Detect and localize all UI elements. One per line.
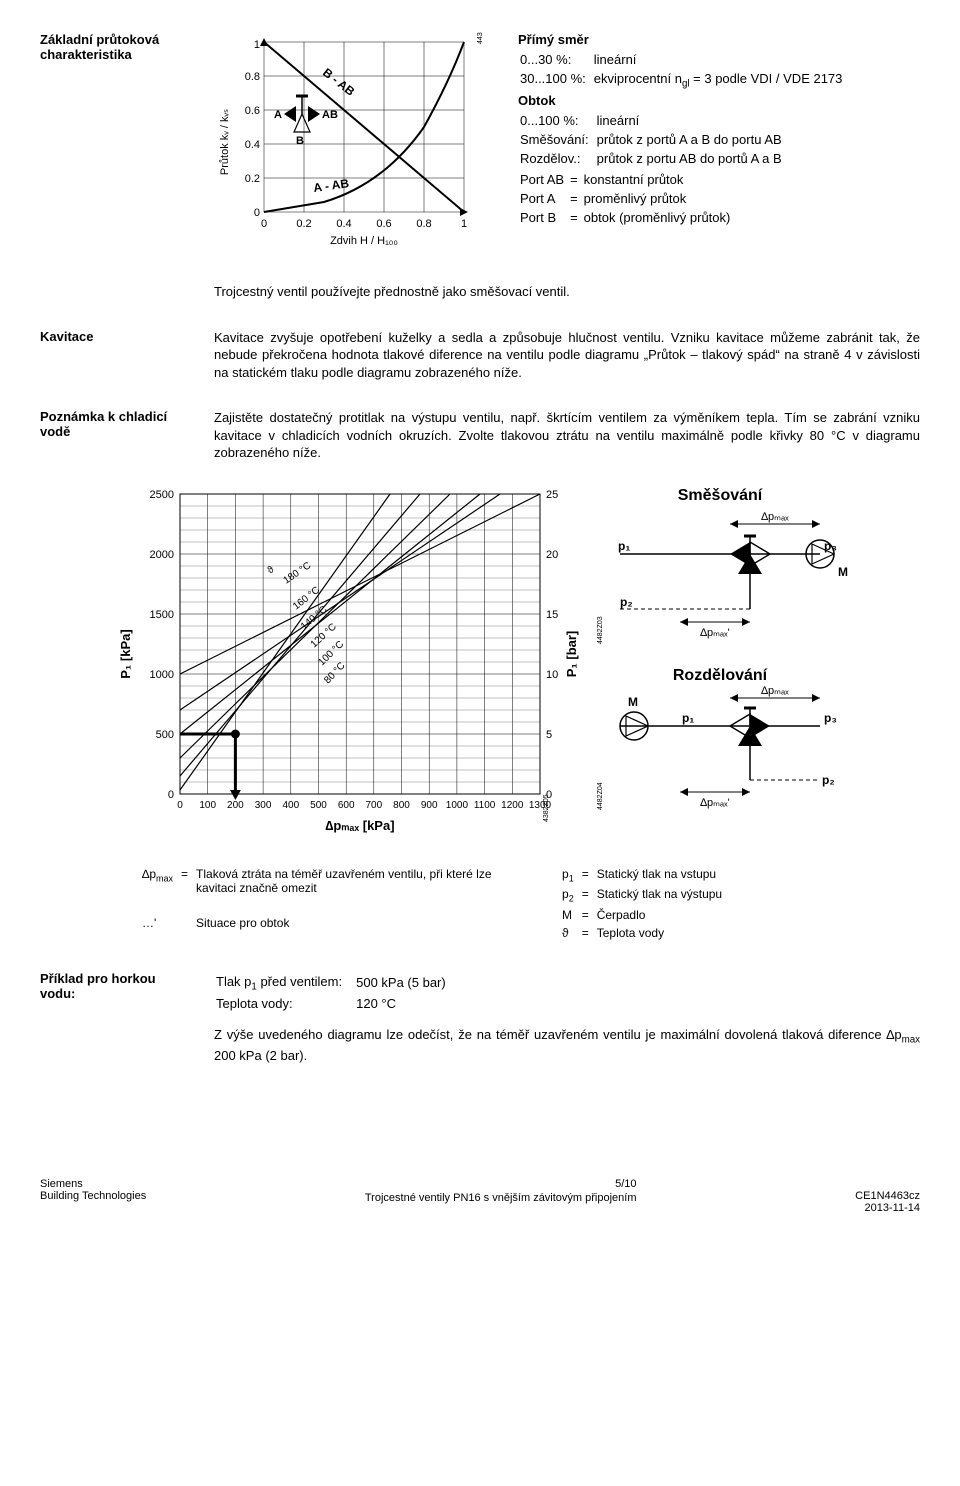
obtok-title: Obtok xyxy=(518,93,920,108)
poznamka-title: Poznámka k chladicí vodě xyxy=(40,409,190,462)
div-title: Rozdělování xyxy=(673,667,768,684)
svg-text:∆pₘₐₓ': ∆pₘₐₓ' xyxy=(700,627,730,639)
svg-text:4382Z05: 4382Z05 xyxy=(543,794,550,822)
svg-text:p₁: p₁ xyxy=(682,711,694,725)
svg-text:4482Z04: 4482Z04 xyxy=(597,782,604,810)
svg-text:0.6: 0.6 xyxy=(376,218,391,230)
mixing-schematic: ∆pₘₐₓ p₁ p₃ M p₂ ∆pₘ xyxy=(597,511,848,644)
svg-text:200: 200 xyxy=(227,800,244,811)
svg-text:∆pₘₐₓ [kPa]: ∆pₘₐₓ [kPa] xyxy=(325,818,394,833)
section-title-basic: Základní průtoková charakteristika xyxy=(40,32,190,265)
troj-note: Trojcestný ventil používejte přednostně … xyxy=(214,283,920,301)
svg-text:1: 1 xyxy=(254,39,260,51)
kavitace-section: Kavitace Kavitace zvyšuje opotřebení kuž… xyxy=(40,329,920,382)
primy-title: Přímý směr xyxy=(518,32,920,47)
svg-text:AB: AB xyxy=(322,109,338,121)
svg-text:500: 500 xyxy=(156,729,174,741)
example-para: Z výše uvedeného diagramu lze odečíst, ž… xyxy=(214,1026,920,1064)
svg-text:0.4: 0.4 xyxy=(336,218,351,230)
svg-text:100: 100 xyxy=(199,800,216,811)
svg-text:400: 400 xyxy=(282,800,299,811)
kavitace-title: Kavitace xyxy=(40,329,190,382)
svg-text:0.8: 0.8 xyxy=(416,218,431,230)
svg-text:1500: 1500 xyxy=(150,609,174,621)
svg-text:4482Z03: 4482Z03 xyxy=(597,616,604,644)
svg-text:M: M xyxy=(838,565,848,579)
svg-text:1000: 1000 xyxy=(150,669,174,681)
poznamka-section: Poznámka k chladicí vodě Zajistěte dosta… xyxy=(40,409,920,462)
svg-text:p₂: p₂ xyxy=(822,773,835,787)
svg-text:P₁ [kPa]: P₁ [kPa] xyxy=(118,629,133,678)
svg-text:1: 1 xyxy=(461,218,467,230)
legend: ∆pmax=Tlaková ztráta na téměř uzavřeném … xyxy=(140,864,920,943)
svg-text:2500: 2500 xyxy=(150,489,174,501)
svg-text:5: 5 xyxy=(546,729,552,741)
svg-text:300: 300 xyxy=(255,800,272,811)
svg-text:∆pₘₐₓ': ∆pₘₐₓ' xyxy=(700,797,730,809)
flow-characteristic-chart: 4430D02 Průtok kᵥ / kᵥₛ 0 0.2 0.4 0.6 0.8 1 xyxy=(214,32,494,265)
kavitace-text: Kavitace zvyšuje opotřebení kuželky a se… xyxy=(214,329,920,382)
svg-text:900: 900 xyxy=(421,800,438,811)
x-axis-label: Zdvih H / H₁₀₀ xyxy=(330,235,398,247)
svg-text:0.2: 0.2 xyxy=(245,173,260,185)
svg-text:700: 700 xyxy=(365,800,382,811)
curve-aab: A - AB xyxy=(312,176,350,195)
valve-icon: A AB B xyxy=(274,96,338,147)
svg-text:1000: 1000 xyxy=(446,800,469,811)
svg-text:1200: 1200 xyxy=(501,800,524,811)
dividing-schematic: ∆pₘₐₓ p₁ p₃ M p₂ ∆pₘₐₓ' 4482Z04 xyxy=(597,685,837,810)
mix-title: Směšování xyxy=(678,487,763,504)
definitions: Přímý směr 0...30 %:lineární 30...100 %:… xyxy=(518,32,920,265)
svg-text:∆pₘₐₓ: ∆pₘₐₓ xyxy=(761,685,789,697)
svg-text:p₂: p₂ xyxy=(620,595,633,609)
svg-text:1100: 1100 xyxy=(474,800,496,811)
flow-chart-svg: 4430D02 Průtok kᵥ / kᵥₛ 0 0.2 0.4 0.6 0.8 1 xyxy=(214,32,494,262)
svg-text:B: B xyxy=(296,135,304,147)
chart-code: 4430D02 xyxy=(477,32,484,44)
svg-text:M: M xyxy=(628,695,638,709)
poznamka-text: Zajistěte dostatečný protitlak na výstup… xyxy=(214,409,920,462)
svg-text:20: 20 xyxy=(546,549,558,561)
example-section: Příklad pro horkou vodu: Tlak p1 před ve… xyxy=(40,971,920,1078)
svg-text:500: 500 xyxy=(310,800,327,811)
svg-text:0: 0 xyxy=(254,207,260,219)
svg-text:15: 15 xyxy=(546,609,558,621)
svg-text:0.2: 0.2 xyxy=(296,218,311,230)
svg-text:10: 10 xyxy=(546,669,558,681)
svg-text:0: 0 xyxy=(177,800,183,811)
svg-text:A: A xyxy=(274,109,282,121)
svg-text:∆pₘₐₓ: ∆pₘₐₓ xyxy=(761,511,789,523)
svg-text:600: 600 xyxy=(338,800,355,811)
svg-text:0.4: 0.4 xyxy=(245,139,260,151)
svg-text:0: 0 xyxy=(168,789,174,801)
svg-text:0.6: 0.6 xyxy=(245,105,260,117)
svg-text:0.8: 0.8 xyxy=(245,71,260,83)
footer-center: 5/10 Trojcestné ventily PN16 s vnějším z… xyxy=(365,1178,637,1214)
cavitation-chart: 05001000 150020002500 0510 152025 010020… xyxy=(100,474,860,854)
row-basic-characteristic: Základní průtoková charakteristika 4430D… xyxy=(40,32,920,265)
svg-text:2000: 2000 xyxy=(150,549,174,561)
svg-text:25: 25 xyxy=(546,489,558,501)
svg-text:800: 800 xyxy=(393,800,410,811)
svg-text:P₁ [bar]: P₁ [bar] xyxy=(564,631,579,678)
svg-text:0: 0 xyxy=(261,218,267,230)
footer-right: CE1N4463cz 2013-11-14 xyxy=(855,1178,920,1214)
example-title: Příklad pro horkou vodu: xyxy=(40,971,190,1078)
svg-text:180 °C: 180 °C xyxy=(282,560,314,586)
svg-text:p₃: p₃ xyxy=(824,711,837,725)
y-axis-label: Průtok kᵥ / kᵥₛ xyxy=(219,109,231,175)
svg-text:p₁: p₁ xyxy=(618,539,630,553)
footer-left: Siemens Building Technologies xyxy=(40,1178,146,1214)
footer: Siemens Building Technologies 5/10 Trojc… xyxy=(40,1178,920,1214)
cavitation-chart-wrap: 05001000 150020002500 0510 152025 010020… xyxy=(40,474,920,854)
